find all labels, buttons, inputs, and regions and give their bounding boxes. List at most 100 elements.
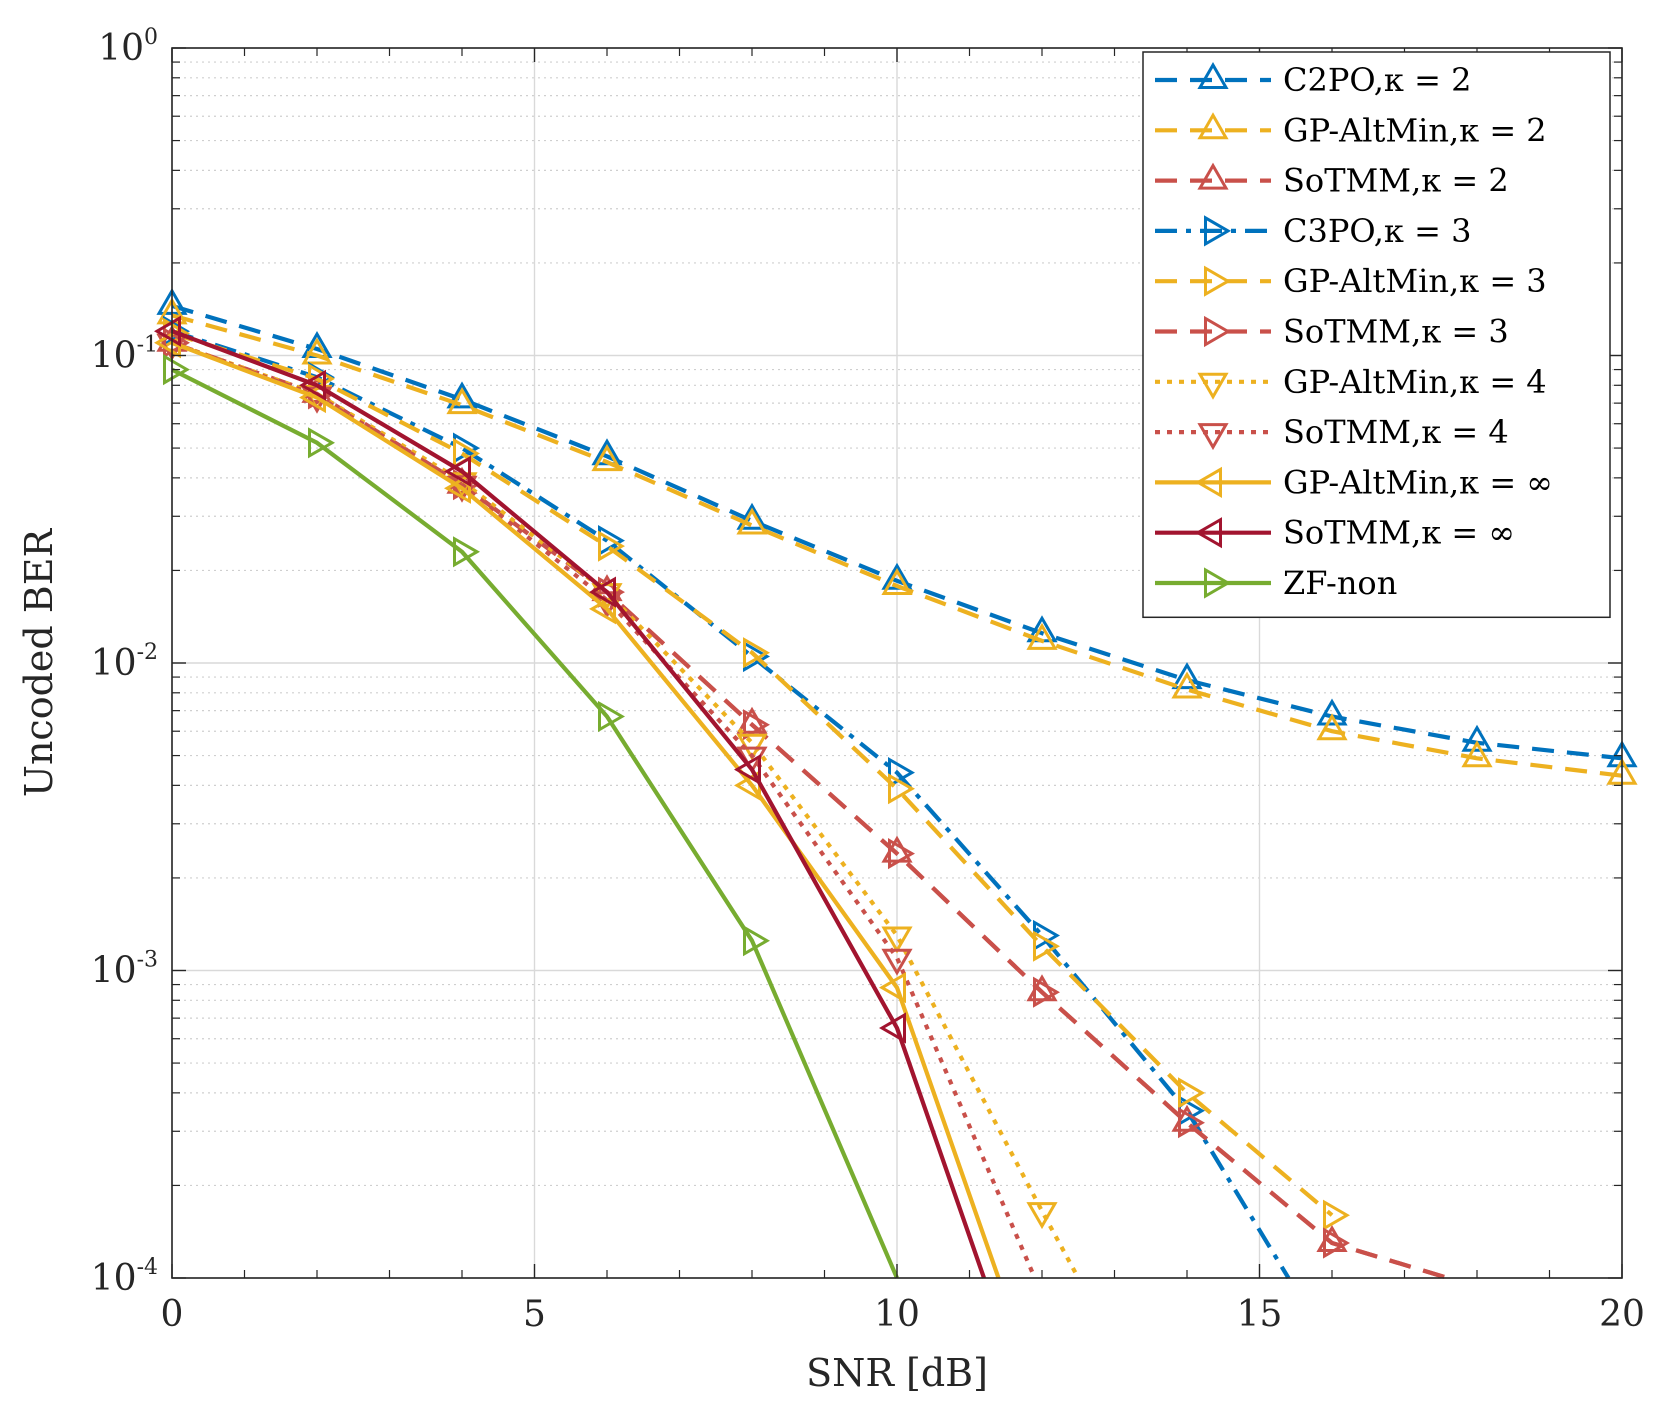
legend-marker	[1195, 517, 1222, 549]
data-point	[444, 472, 471, 504]
data-point	[588, 593, 616, 625]
series-line	[171, 303, 1623, 761]
legend-marker	[1197, 423, 1229, 451]
legend-label: GP-AltMin,κ = 3	[1283, 262, 1547, 300]
legend-entry-4: GP-AltMin,κ = 3	[1155, 262, 1547, 300]
x-tick-label: 15	[1237, 1294, 1283, 1335]
data-point	[598, 700, 625, 733]
data-point	[299, 369, 326, 401]
y-tick-label: 10-3	[91, 948, 158, 992]
legend-marker	[1204, 315, 1231, 348]
series-line	[171, 340, 1001, 1279]
x-tick-label: 5	[523, 1294, 546, 1335]
data-point	[1026, 1202, 1058, 1230]
y-tick-label: 10-2	[91, 640, 158, 684]
series-line	[171, 367, 899, 1279]
data-point	[1171, 671, 1203, 699]
series-4	[163, 317, 1350, 1231]
data-point	[879, 1012, 906, 1044]
data-point	[163, 354, 190, 386]
legend-marker	[1195, 466, 1222, 498]
data-point	[888, 773, 916, 805]
series-10	[163, 354, 899, 1279]
data-point	[153, 315, 181, 347]
legend-label: SoTMM,κ = 4	[1283, 413, 1509, 451]
data-point	[743, 925, 770, 957]
data-point	[1178, 1077, 1205, 1109]
series-line	[171, 340, 1449, 1281]
data-point	[308, 427, 335, 459]
data-point	[1171, 662, 1203, 690]
data-point	[1316, 713, 1348, 741]
legend-label: GP-AltMin,κ = 4	[1283, 363, 1547, 401]
legend-entry-5: SoTMM,κ = 3	[1155, 313, 1509, 351]
data-point	[1323, 1227, 1350, 1259]
legend-entry-6: GP-AltMin,κ = 4	[1155, 363, 1547, 401]
series-9	[153, 315, 986, 1279]
data-point	[736, 502, 768, 530]
legend-marker	[1204, 215, 1231, 247]
series-0	[156, 287, 1638, 768]
x-tick-labels: 0 5 10 15 20	[161, 1294, 1645, 1335]
data-point	[743, 709, 770, 741]
series-line	[171, 313, 1623, 778]
legend-label: SoTMM,κ = ∞	[1283, 514, 1515, 552]
legend-entry-0: C2PO,κ = 2	[1155, 61, 1471, 99]
data-point	[1033, 976, 1060, 1008]
series-line	[171, 331, 1334, 1217]
legend-entry-3: C3PO,κ = 3	[1155, 212, 1471, 250]
y-tick-label: 100	[98, 25, 158, 69]
x-axis-label: SNR [dB]	[806, 1351, 988, 1395]
legend-marker	[1197, 372, 1229, 400]
data-point	[1323, 1199, 1350, 1231]
legend-marker	[1204, 567, 1231, 599]
data-point	[734, 754, 761, 786]
data-point	[743, 637, 770, 669]
data-point	[301, 337, 333, 365]
legend-label: GP-AltMin,κ = ∞	[1283, 463, 1553, 501]
legend-label: SoTMM,κ = 2	[1283, 162, 1509, 200]
data-point	[443, 455, 471, 487]
data-point	[1316, 698, 1348, 726]
legend-entry-1: GP-AltMin,κ = 2	[1155, 111, 1547, 149]
y-tick-label: 10-1	[91, 333, 158, 377]
series-line	[171, 329, 1291, 1280]
x-tick-label: 0	[161, 1294, 184, 1335]
data-point	[453, 536, 480, 568]
data-point	[589, 576, 616, 608]
data-point	[1461, 724, 1493, 752]
y-axis-label: Uncoded BER	[17, 528, 61, 798]
legend-label: SoTMM,κ = 3	[1283, 313, 1509, 351]
ticks	[171, 47, 1623, 1279]
data-point	[1026, 622, 1058, 650]
legend-entry-7: SoTMM,κ = 4	[1155, 413, 1509, 451]
legend: C2PO,κ = 2 GP-AltMin,κ = 2 SoTMM,κ = 2 C3PO…	[1142, 51, 1611, 619]
legend-entry-8: GP-AltMin,κ = ∞	[1155, 463, 1553, 501]
legend-marker	[1204, 265, 1231, 297]
data-point	[446, 387, 478, 415]
data-point	[881, 562, 913, 590]
x-tick-label: 20	[1599, 1294, 1645, 1335]
x-tick-label: 10	[874, 1294, 920, 1335]
data-point	[881, 926, 913, 954]
legend-entry-2: SoTMM,κ = 2	[1155, 162, 1509, 200]
data-point	[1178, 1107, 1205, 1139]
data-point	[1033, 930, 1061, 962]
data-point	[736, 507, 768, 535]
y-tick-labels: 100 10-1 10-2 10-3 10-4	[91, 25, 158, 1299]
legend-marker	[1197, 62, 1229, 89]
legend-label: C2PO,κ = 2	[1283, 61, 1471, 99]
data-point	[591, 444, 623, 472]
data-point	[879, 972, 906, 1004]
series-1	[156, 297, 1638, 785]
series-line	[171, 329, 986, 1279]
legend-marker	[1197, 162, 1229, 190]
data-point	[1461, 740, 1493, 768]
data-point	[446, 381, 478, 409]
data-point	[881, 568, 913, 595]
legend-entry-10: ZF-non	[1155, 564, 1397, 602]
legend-label: C3PO,κ = 3	[1283, 212, 1471, 250]
legend-marker	[1197, 112, 1229, 140]
data-point	[598, 530, 625, 562]
